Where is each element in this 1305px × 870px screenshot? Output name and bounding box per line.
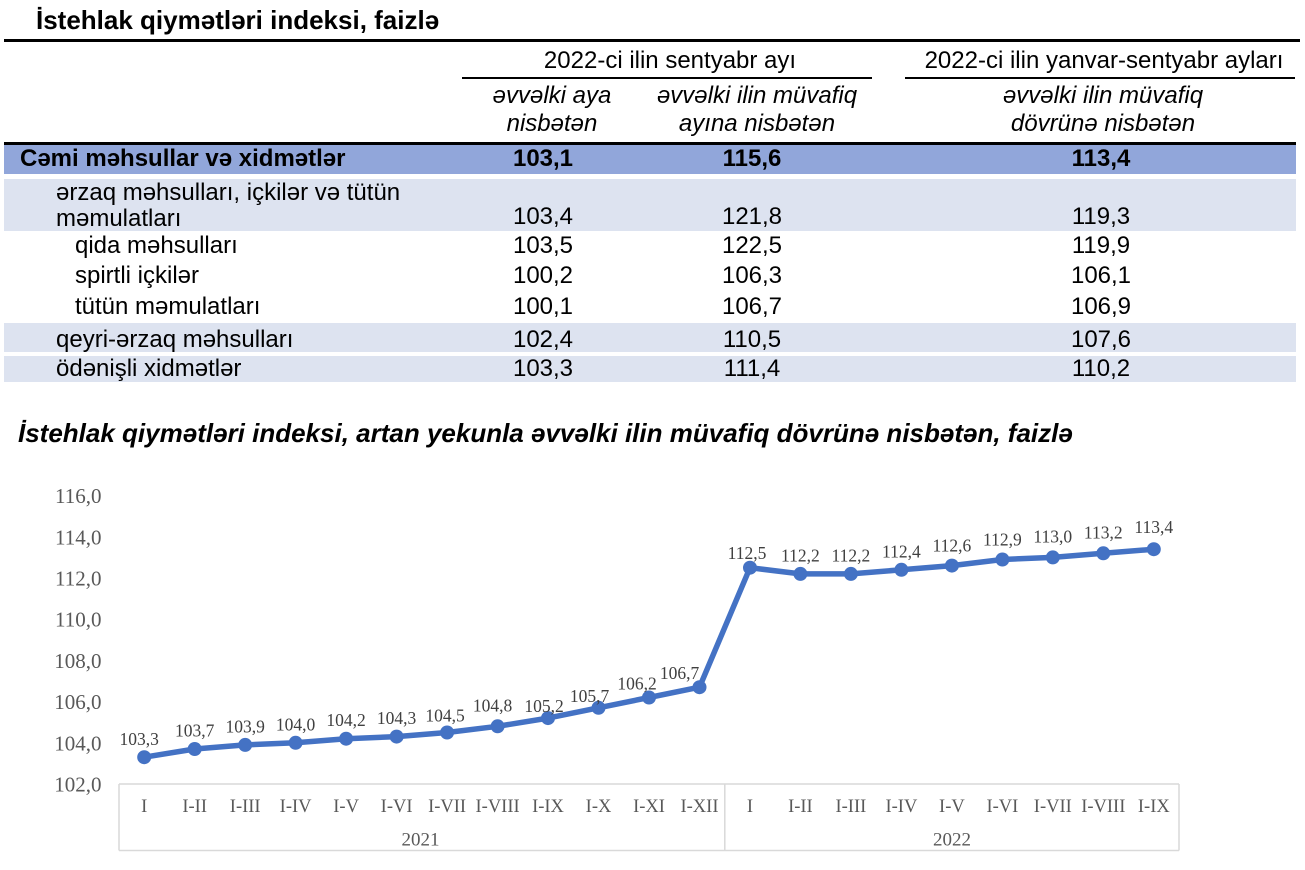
svg-text:112,2: 112,2 (832, 545, 871, 565)
svg-text:103,9: 103,9 (226, 716, 266, 736)
svg-text:I-IV: I-IV (885, 797, 917, 817)
svg-text:112,6: 112,6 (933, 536, 972, 556)
svg-text:I-VI: I-VI (381, 797, 413, 817)
svg-text:108,0: 108,0 (54, 649, 101, 673)
svg-text:2022: 2022 (933, 830, 971, 851)
svg-text:2021: 2021 (402, 830, 440, 851)
svg-text:I-V: I-V (333, 797, 359, 817)
svg-text:114,0: 114,0 (55, 525, 101, 549)
svg-text:110,0: 110,0 (55, 608, 101, 632)
svg-text:I-XII: I-XII (680, 797, 718, 817)
svg-text:103,3: 103,3 (120, 729, 160, 749)
svg-text:112,4: 112,4 (882, 541, 921, 561)
svg-text:113,0: 113,0 (1033, 526, 1072, 546)
svg-text:I-IX: I-IX (1138, 797, 1170, 817)
svg-text:103,7: 103,7 (175, 721, 215, 741)
svg-text:112,0: 112,0 (55, 567, 101, 591)
svg-text:I-VII: I-VII (428, 797, 466, 817)
svg-text:116,0: 116,0 (55, 484, 101, 508)
svg-text:104,0: 104,0 (276, 714, 316, 734)
svg-text:I-VIII: I-VIII (1081, 797, 1125, 817)
svg-text:105,2: 105,2 (524, 696, 563, 716)
svg-text:I-V: I-V (939, 797, 965, 817)
svg-text:I-XI: I-XI (633, 797, 665, 817)
svg-text:I-II: I-II (182, 797, 207, 817)
svg-text:I: I (747, 797, 753, 817)
svg-text:104,2: 104,2 (326, 710, 365, 730)
svg-text:I-IV: I-IV (280, 797, 312, 817)
svg-text:I: I (141, 797, 147, 817)
svg-text:112,5: 112,5 (728, 543, 767, 563)
svg-text:112,9: 112,9 (983, 530, 1022, 550)
svg-text:I-X: I-X (586, 797, 612, 817)
svg-text:I-VIII: I-VIII (476, 797, 520, 817)
svg-text:I-II: I-II (788, 797, 813, 817)
svg-text:I-III: I-III (835, 797, 866, 817)
svg-text:112,2: 112,2 (781, 545, 820, 565)
svg-text:104,8: 104,8 (473, 695, 513, 715)
svg-text:113,2: 113,2 (1084, 522, 1123, 542)
svg-text:106,0: 106,0 (54, 690, 101, 714)
svg-text:105,7: 105,7 (570, 686, 610, 706)
svg-text:106,7: 106,7 (660, 663, 700, 683)
svg-text:104,3: 104,3 (377, 708, 417, 728)
svg-text:I-VI: I-VI (986, 797, 1018, 817)
svg-text:I-III: I-III (230, 797, 261, 817)
svg-text:104,0: 104,0 (54, 731, 101, 755)
svg-text:113,4: 113,4 (1134, 517, 1173, 537)
svg-text:I-VII: I-VII (1034, 797, 1072, 817)
svg-text:I-IX: I-IX (532, 797, 564, 817)
svg-text:106,2: 106,2 (617, 674, 656, 694)
svg-text:104,5: 104,5 (425, 706, 465, 726)
svg-text:102,0: 102,0 (54, 773, 101, 797)
